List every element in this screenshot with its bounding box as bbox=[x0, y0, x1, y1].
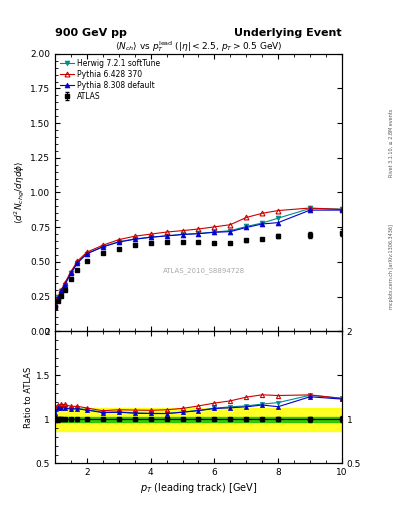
Pythia 6.428 370 bbox=[62, 280, 67, 286]
Pythia 6.428 370 bbox=[340, 206, 344, 212]
Pythia 6.428 370 bbox=[84, 249, 89, 255]
Y-axis label: Ratio to ATLAS: Ratio to ATLAS bbox=[24, 367, 33, 428]
Herwig 7.2.1 softTune bbox=[212, 229, 217, 235]
Pythia 6.428 370 bbox=[69, 268, 73, 274]
Pythia 8.308 default bbox=[56, 294, 61, 301]
Text: ATLAS_2010_S8894728: ATLAS_2010_S8894728 bbox=[163, 267, 245, 273]
Pythia 6.428 370 bbox=[228, 222, 233, 228]
Pythia 6.428 370 bbox=[260, 210, 264, 217]
Pythia 6.428 370 bbox=[308, 205, 312, 211]
Pythia 8.308 default bbox=[196, 230, 201, 237]
Pythia 6.428 370 bbox=[212, 224, 217, 230]
Herwig 7.2.1 softTune bbox=[56, 294, 61, 301]
Herwig 7.2.1 softTune bbox=[53, 302, 57, 308]
Pythia 8.308 default bbox=[75, 260, 80, 266]
Pythia 6.428 370 bbox=[56, 293, 61, 300]
Herwig 7.2.1 softTune bbox=[196, 230, 201, 237]
Herwig 7.2.1 softTune bbox=[340, 206, 344, 212]
Text: Rivet 3.1.10, ≥ 2.8M events: Rivet 3.1.10, ≥ 2.8M events bbox=[389, 109, 393, 178]
X-axis label: $p_T$ (leading track) [GeV]: $p_T$ (leading track) [GeV] bbox=[140, 481, 257, 496]
Line: Herwig 7.2.1 softTune: Herwig 7.2.1 softTune bbox=[53, 206, 344, 307]
Pythia 8.308 default bbox=[84, 251, 89, 257]
Pythia 8.308 default bbox=[164, 233, 169, 239]
Pythia 6.428 370 bbox=[180, 227, 185, 233]
Pythia 6.428 370 bbox=[196, 226, 201, 232]
Pythia 8.308 default bbox=[116, 239, 121, 245]
Pythia 6.428 370 bbox=[116, 237, 121, 243]
Herwig 7.2.1 softTune bbox=[164, 233, 169, 239]
Pythia 8.308 default bbox=[132, 236, 137, 242]
Title: $\langle N_{ch}\rangle$ vs $p_T^{\rm lead}$ ($|\eta| < 2.5$, $p_T > 0.5$ GeV): $\langle N_{ch}\rangle$ vs $p_T^{\rm lea… bbox=[115, 39, 282, 54]
Pythia 6.428 370 bbox=[53, 301, 57, 307]
Pythia 8.308 default bbox=[308, 207, 312, 213]
Pythia 8.308 default bbox=[148, 234, 153, 240]
Pythia 8.308 default bbox=[260, 221, 264, 227]
Herwig 7.2.1 softTune bbox=[69, 270, 73, 276]
Herwig 7.2.1 softTune bbox=[62, 282, 67, 288]
Herwig 7.2.1 softTune bbox=[228, 227, 233, 233]
Pythia 8.308 default bbox=[244, 224, 249, 230]
Legend: Herwig 7.2.1 softTune, Pythia 6.428 370, Pythia 8.308 default, ATLAS: Herwig 7.2.1 softTune, Pythia 6.428 370,… bbox=[58, 57, 163, 103]
Herwig 7.2.1 softTune bbox=[132, 236, 137, 242]
Line: Pythia 6.428 370: Pythia 6.428 370 bbox=[53, 206, 344, 307]
Pythia 8.308 default bbox=[276, 220, 281, 226]
Pythia 8.308 default bbox=[340, 207, 344, 213]
Pythia 8.308 default bbox=[228, 228, 233, 234]
Text: Underlying Event: Underlying Event bbox=[234, 28, 342, 38]
Pythia 8.308 default bbox=[180, 231, 185, 238]
Pythia 8.308 default bbox=[101, 244, 105, 250]
Pythia 8.308 default bbox=[69, 270, 73, 276]
Pythia 8.308 default bbox=[53, 302, 57, 308]
Pythia 6.428 370 bbox=[132, 233, 137, 239]
Herwig 7.2.1 softTune bbox=[84, 250, 89, 257]
Herwig 7.2.1 softTune bbox=[116, 239, 121, 245]
Pythia 6.428 370 bbox=[148, 231, 153, 237]
Herwig 7.2.1 softTune bbox=[308, 205, 312, 211]
Pythia 8.308 default bbox=[62, 282, 67, 288]
Y-axis label: $\langle d^2 N_{chg}/d\eta d\phi\rangle$: $\langle d^2 N_{chg}/d\eta d\phi\rangle$ bbox=[13, 161, 27, 224]
Pythia 6.428 370 bbox=[75, 258, 80, 264]
Pythia 6.428 370 bbox=[276, 207, 281, 214]
Pythia 8.308 default bbox=[59, 288, 64, 294]
Text: mcplots.cern.ch [arXiv:1306.3436]: mcplots.cern.ch [arXiv:1306.3436] bbox=[389, 224, 393, 309]
Pythia 6.428 370 bbox=[101, 242, 105, 248]
Text: 900 GeV pp: 900 GeV pp bbox=[55, 28, 127, 38]
Herwig 7.2.1 softTune bbox=[101, 244, 105, 250]
Herwig 7.2.1 softTune bbox=[244, 223, 249, 229]
Herwig 7.2.1 softTune bbox=[180, 231, 185, 238]
Pythia 6.428 370 bbox=[244, 215, 249, 221]
Herwig 7.2.1 softTune bbox=[260, 220, 264, 226]
Herwig 7.2.1 softTune bbox=[59, 288, 64, 294]
Line: Pythia 8.308 default: Pythia 8.308 default bbox=[53, 208, 344, 308]
Herwig 7.2.1 softTune bbox=[276, 215, 281, 221]
Herwig 7.2.1 softTune bbox=[75, 260, 80, 266]
Pythia 6.428 370 bbox=[59, 287, 64, 293]
Herwig 7.2.1 softTune bbox=[148, 234, 153, 240]
Pythia 8.308 default bbox=[212, 229, 217, 236]
Pythia 6.428 370 bbox=[164, 229, 169, 235]
